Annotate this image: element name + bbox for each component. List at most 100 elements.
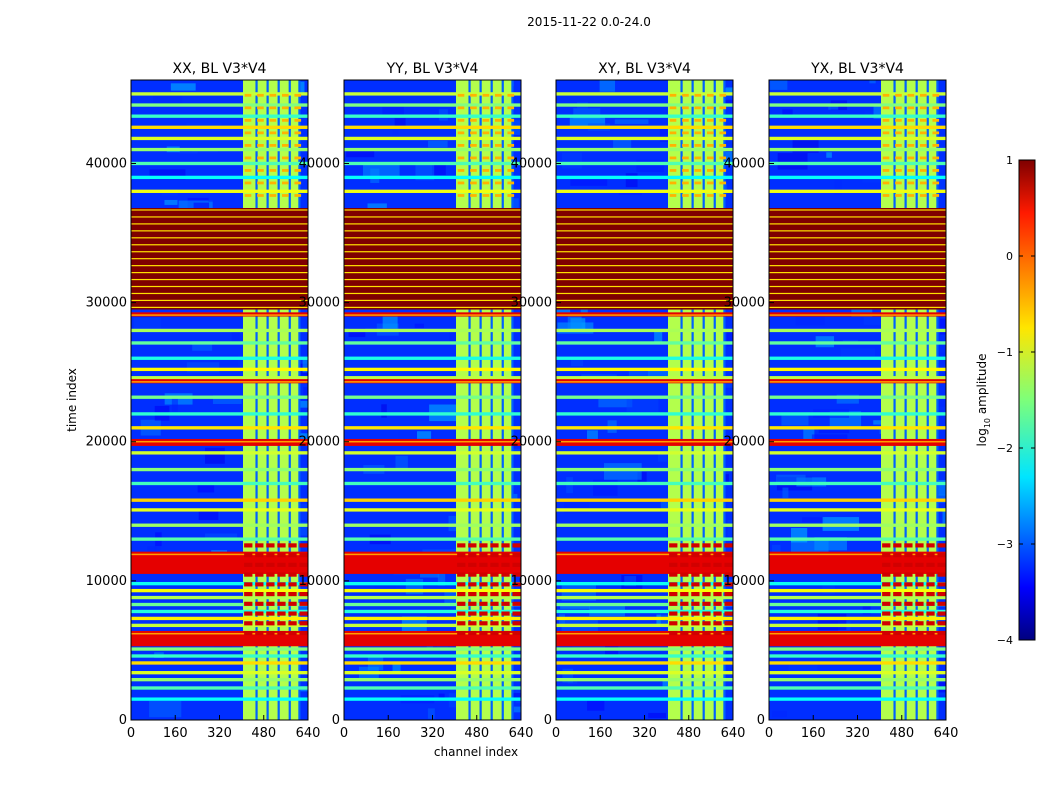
rfi-line <box>769 341 946 345</box>
hot-cell <box>882 611 891 616</box>
hot-cell <box>468 601 477 606</box>
hot-cell <box>299 553 308 558</box>
rfi-line <box>131 686 308 690</box>
rfi-line <box>131 367 308 372</box>
rfi-line <box>769 481 946 486</box>
y-tick-label: 30000 <box>511 296 552 311</box>
hot-cell <box>288 582 297 587</box>
hot-cell <box>288 553 297 558</box>
colorbar-tick-label: 0 <box>1006 250 1013 263</box>
hot-cell <box>244 592 253 597</box>
heatmap-texture <box>170 83 196 91</box>
heatmap-texture <box>570 179 608 186</box>
heatmap-texture <box>660 499 670 510</box>
warm-cell <box>719 156 727 160</box>
warm-cell <box>282 118 289 122</box>
rfi-line <box>769 623 946 628</box>
heatmap-texture <box>186 122 222 129</box>
saturated-streak <box>769 209 946 211</box>
rfi-line <box>344 367 521 372</box>
rfi-line <box>344 136 521 141</box>
x-tick-label: 160 <box>801 726 826 741</box>
saturated-streak <box>769 299 946 302</box>
heatmap-texture <box>572 643 606 651</box>
hot-cell <box>244 543 253 548</box>
saturated-streak <box>131 278 308 281</box>
heatmap-texture <box>437 569 446 586</box>
heatmap-texture <box>802 517 825 523</box>
rfi-line <box>556 426 733 430</box>
heatmap-texture <box>657 452 668 462</box>
warm-cell <box>719 106 727 110</box>
heatmap-texture <box>776 474 806 486</box>
saturated-streak <box>769 216 946 218</box>
heatmap-texture <box>564 502 590 514</box>
heatmap-texture <box>862 178 883 183</box>
hot-cell <box>299 562 308 567</box>
hot-cell <box>299 630 308 636</box>
y-tick-label: 0 <box>757 713 765 728</box>
rfi-line <box>344 671 521 675</box>
rfi-line <box>556 523 733 527</box>
hot-cell <box>669 582 678 587</box>
hot-cell <box>893 630 902 636</box>
hot-cell <box>713 592 722 597</box>
rfi-line <box>344 114 521 118</box>
heatmap-texture <box>348 328 366 338</box>
warm-cell <box>470 131 477 135</box>
hot-cell <box>468 543 477 548</box>
hot-cell <box>904 601 913 606</box>
channel-gap <box>298 80 301 720</box>
hot-cell <box>669 611 678 616</box>
warm-cell <box>920 194 927 197</box>
x-tick-label: 640 <box>509 726 534 741</box>
warm-cell <box>495 169 502 172</box>
hot-cell <box>713 562 722 567</box>
rfi-line <box>769 588 946 593</box>
warm-cell <box>895 194 902 197</box>
warm-cell <box>495 131 502 135</box>
warm-cell <box>682 144 689 147</box>
channel-gap <box>266 80 269 720</box>
hot-cell <box>468 562 477 567</box>
hot-cell <box>691 621 700 626</box>
heatmap-texture <box>817 613 847 631</box>
rfi-line <box>344 147 521 152</box>
hot-cell <box>512 630 521 636</box>
rfi-line <box>556 686 733 690</box>
hot-cell <box>926 562 935 567</box>
warm-cell <box>920 93 927 97</box>
channel-gap <box>277 80 280 720</box>
hot-cell <box>882 601 891 606</box>
colorbar-label: log10 amplitude <box>975 354 992 447</box>
warm-cell <box>495 156 502 160</box>
warm-cell <box>244 144 252 147</box>
warm-cell <box>669 131 677 135</box>
panel-3: XY, BL V3*V4 0 160 320 480 640 0 10000 20000 3000… <box>511 61 746 741</box>
warm-cell <box>282 181 289 185</box>
hot-cell <box>266 562 275 567</box>
heatmap-texture <box>210 354 238 366</box>
heatmap-texture <box>624 576 637 587</box>
warm-cell <box>257 194 264 197</box>
warm-cell <box>682 106 689 110</box>
warm-cell <box>257 169 264 172</box>
warm-cell <box>907 118 915 122</box>
warm-cell <box>294 181 302 185</box>
rfi-line <box>344 537 521 541</box>
heatmap-texture <box>448 515 460 532</box>
warm-cell <box>294 194 302 197</box>
hot-cell <box>680 582 689 587</box>
panel-1: XX, BL V3*V4 0 160 320 480 640 0 10000 20000 3000… <box>86 61 321 741</box>
strong-band-edge <box>556 314 733 316</box>
warm-cell <box>682 156 689 160</box>
rfi-line <box>131 103 308 107</box>
warm-cell <box>294 144 302 147</box>
rfi-line <box>556 125 733 129</box>
rfi-line <box>556 189 733 193</box>
warm-cell <box>482 93 490 97</box>
hot-cell <box>468 572 477 577</box>
warm-cell <box>482 144 490 147</box>
hot-cell <box>691 562 700 567</box>
hot-cell <box>479 592 488 597</box>
